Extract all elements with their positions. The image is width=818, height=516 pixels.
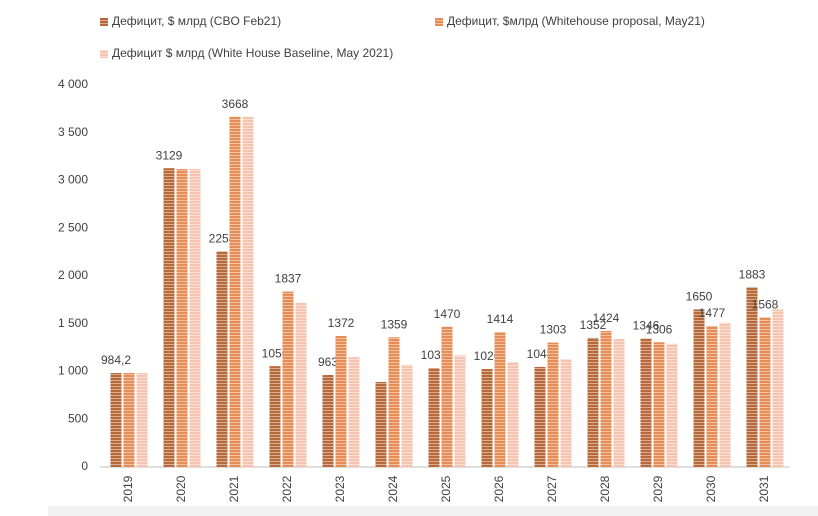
bar [547, 342, 559, 467]
legend-label: Дефицит, $млрд (Whitehouse proposal, May… [447, 14, 705, 28]
legend-swatch [435, 18, 443, 26]
bar [388, 337, 400, 467]
data-label: 3668 [222, 97, 249, 111]
legend: Дефицит, $ млрд (CBO Feb21) Дефицит, $млр… [100, 14, 705, 60]
bar [375, 382, 387, 467]
legend-swatch [100, 18, 108, 26]
bar [295, 302, 307, 467]
data-label: 1424 [593, 311, 620, 325]
bar [269, 366, 281, 467]
footer-band [48, 506, 818, 516]
bar [428, 367, 440, 467]
y-tick-label: 1 000 [58, 364, 88, 378]
y-tick-label: 2 500 [58, 220, 88, 234]
bar [481, 369, 493, 467]
bar [653, 342, 665, 467]
bar [534, 366, 546, 467]
y-tick-label: 3 000 [58, 173, 88, 187]
data-label: 1048 [527, 347, 554, 361]
data-label: 1477 [699, 306, 726, 320]
y-tick-label: 0 [81, 459, 88, 473]
bar [759, 317, 771, 467]
bar [216, 251, 228, 467]
bar [335, 335, 347, 467]
data-label: 1837 [275, 272, 302, 286]
data-label: 1359 [381, 317, 408, 331]
x-tick-label: 2021 [227, 475, 241, 502]
x-tick-label: 2025 [439, 475, 453, 502]
data-label: 1306 [646, 322, 673, 336]
bar [640, 338, 652, 467]
bar [746, 287, 758, 467]
data-label: 963 [318, 355, 338, 369]
bar [494, 331, 506, 467]
x-tick-label: 2024 [386, 475, 400, 502]
bar [706, 325, 718, 467]
bar [348, 357, 360, 467]
data-label: 1037 [421, 348, 448, 362]
data-label: 1568 [752, 297, 779, 311]
bar [507, 361, 519, 467]
data-label: 984,2 [101, 353, 131, 367]
y-tick-label: 500 [68, 411, 88, 425]
y-tick-label: 2 000 [58, 268, 88, 282]
legend-swatch [100, 50, 108, 58]
bar [322, 375, 334, 467]
data-label: 1026 [474, 349, 501, 363]
data-label: 3129 [156, 148, 183, 162]
bar [587, 337, 599, 467]
data-label: 1056 [262, 346, 289, 360]
bar [136, 373, 148, 467]
bar [600, 331, 612, 467]
data-label: 1883 [739, 267, 766, 281]
x-tick-label: 2022 [280, 475, 294, 502]
x-tick-label: 2028 [598, 475, 612, 502]
x-tick-label: 2023 [333, 475, 347, 502]
bar [401, 364, 413, 467]
y-tick-label: 1 500 [58, 316, 88, 330]
bar [666, 343, 678, 467]
x-tick-label: 2027 [545, 475, 559, 502]
x-tick-label: 2019 [121, 475, 135, 502]
x-tick-label: 2029 [651, 475, 665, 502]
data-label: 1352 [580, 318, 607, 332]
bar [282, 291, 294, 467]
bar [719, 322, 731, 467]
data-label: 2258 [209, 232, 236, 246]
data-label: 1303 [540, 323, 567, 337]
x-tick-label: 2026 [492, 475, 506, 502]
bar [772, 309, 784, 467]
bar [441, 326, 453, 467]
bar [163, 168, 175, 468]
x-tick-label: 2020 [174, 475, 188, 502]
legend-label: Дефицит $ млрд (White House Baseline, Ma… [112, 46, 393, 60]
data-label: 1470 [434, 307, 461, 321]
bar [560, 359, 572, 467]
bar [123, 373, 135, 467]
bar [454, 355, 466, 467]
x-tick-label: 2030 [704, 475, 718, 502]
legend-label: Дефицит, $ млрд (CBO Feb21) [112, 14, 281, 28]
bar [176, 169, 188, 468]
data-label: 1414 [487, 312, 514, 326]
bar [110, 373, 122, 467]
data-label: 1650 [686, 290, 713, 304]
data-label: 1346 [633, 319, 660, 333]
data-label: 1372 [328, 316, 355, 330]
y-tick-label: 4 000 [58, 77, 88, 91]
bar [189, 169, 201, 468]
bar [242, 116, 254, 468]
x-tick-label: 2031 [757, 475, 771, 502]
bar [229, 116, 241, 468]
bar [613, 339, 625, 467]
bar [693, 309, 705, 467]
y-tick-label: 3 500 [58, 125, 88, 139]
